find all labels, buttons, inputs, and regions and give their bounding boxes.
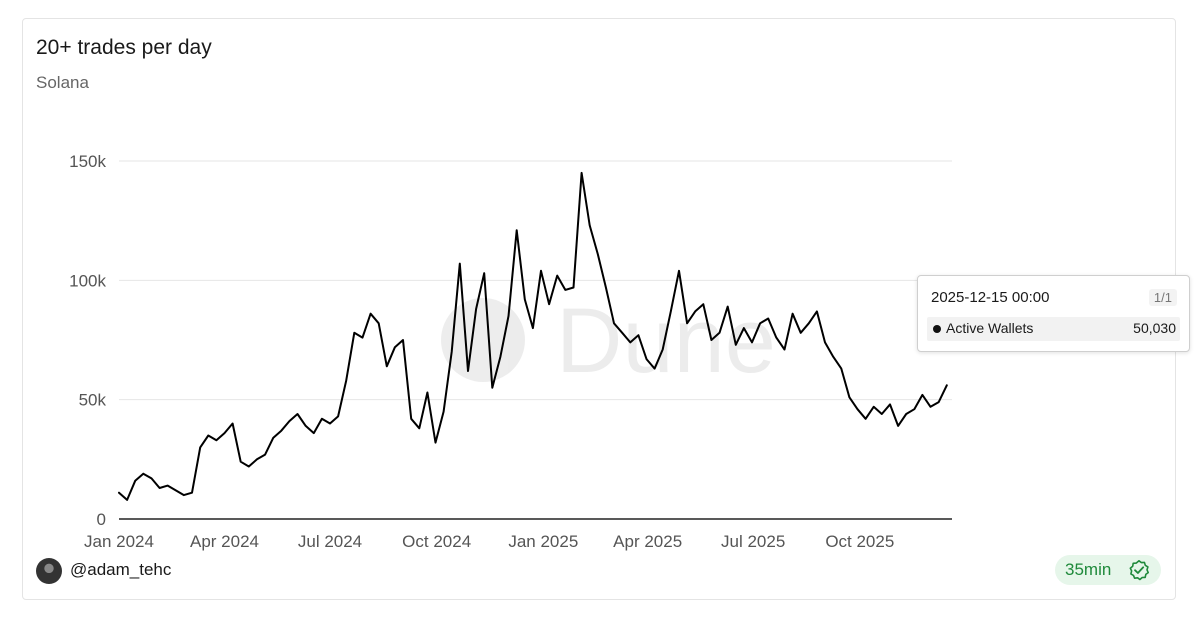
- refresh-age-label: 35min: [1065, 560, 1112, 579]
- x-tick-label: Apr 2025: [613, 532, 682, 551]
- x-tick-label: Apr 2024: [190, 532, 259, 551]
- x-tick-label: Jan 2024: [84, 532, 154, 551]
- y-tick-label: 0: [97, 510, 106, 529]
- check-badge-icon: [1129, 560, 1149, 581]
- dune-watermark: Dune: [441, 290, 776, 392]
- y-tick-label: 150k: [69, 152, 106, 171]
- chart-title: 20+ trades per day: [36, 36, 212, 59]
- series-dot-icon: [933, 325, 941, 333]
- chart-subtitle: Solana: [36, 73, 89, 92]
- x-tick-label: Jan 2025: [508, 532, 578, 551]
- dune-logo-icon: [441, 298, 525, 382]
- watermark-text: Dune: [556, 290, 776, 392]
- x-tick-label: Oct 2025: [825, 532, 894, 551]
- y-tick-label: 50k: [79, 391, 107, 410]
- avatar: [36, 558, 62, 584]
- x-tick-label: Jul 2024: [298, 532, 362, 551]
- y-tick-label: 100k: [69, 271, 106, 290]
- tooltip-page-indicator: 1/1: [1148, 289, 1177, 306]
- series-line-active-wallets: [118, 171, 948, 501]
- tooltip-series-value: 50,030: [1133, 320, 1176, 336]
- x-tick-label: Oct 2024: [402, 532, 471, 551]
- tooltip-series-label: Active Wallets: [946, 320, 1034, 336]
- x-tick-label: Jul 2025: [721, 532, 785, 551]
- refresh-badge[interactable]: 35min: [1055, 555, 1161, 585]
- chart-tooltip: 2025-12-15 00:00 1/1 Active Wallets 50,0…: [917, 275, 1190, 352]
- author-handle: @adam_tehc: [70, 560, 172, 579]
- tooltip-series-row: Active Wallets 50,030: [927, 317, 1180, 341]
- tooltip-date: 2025-12-15 00:00: [931, 289, 1050, 306]
